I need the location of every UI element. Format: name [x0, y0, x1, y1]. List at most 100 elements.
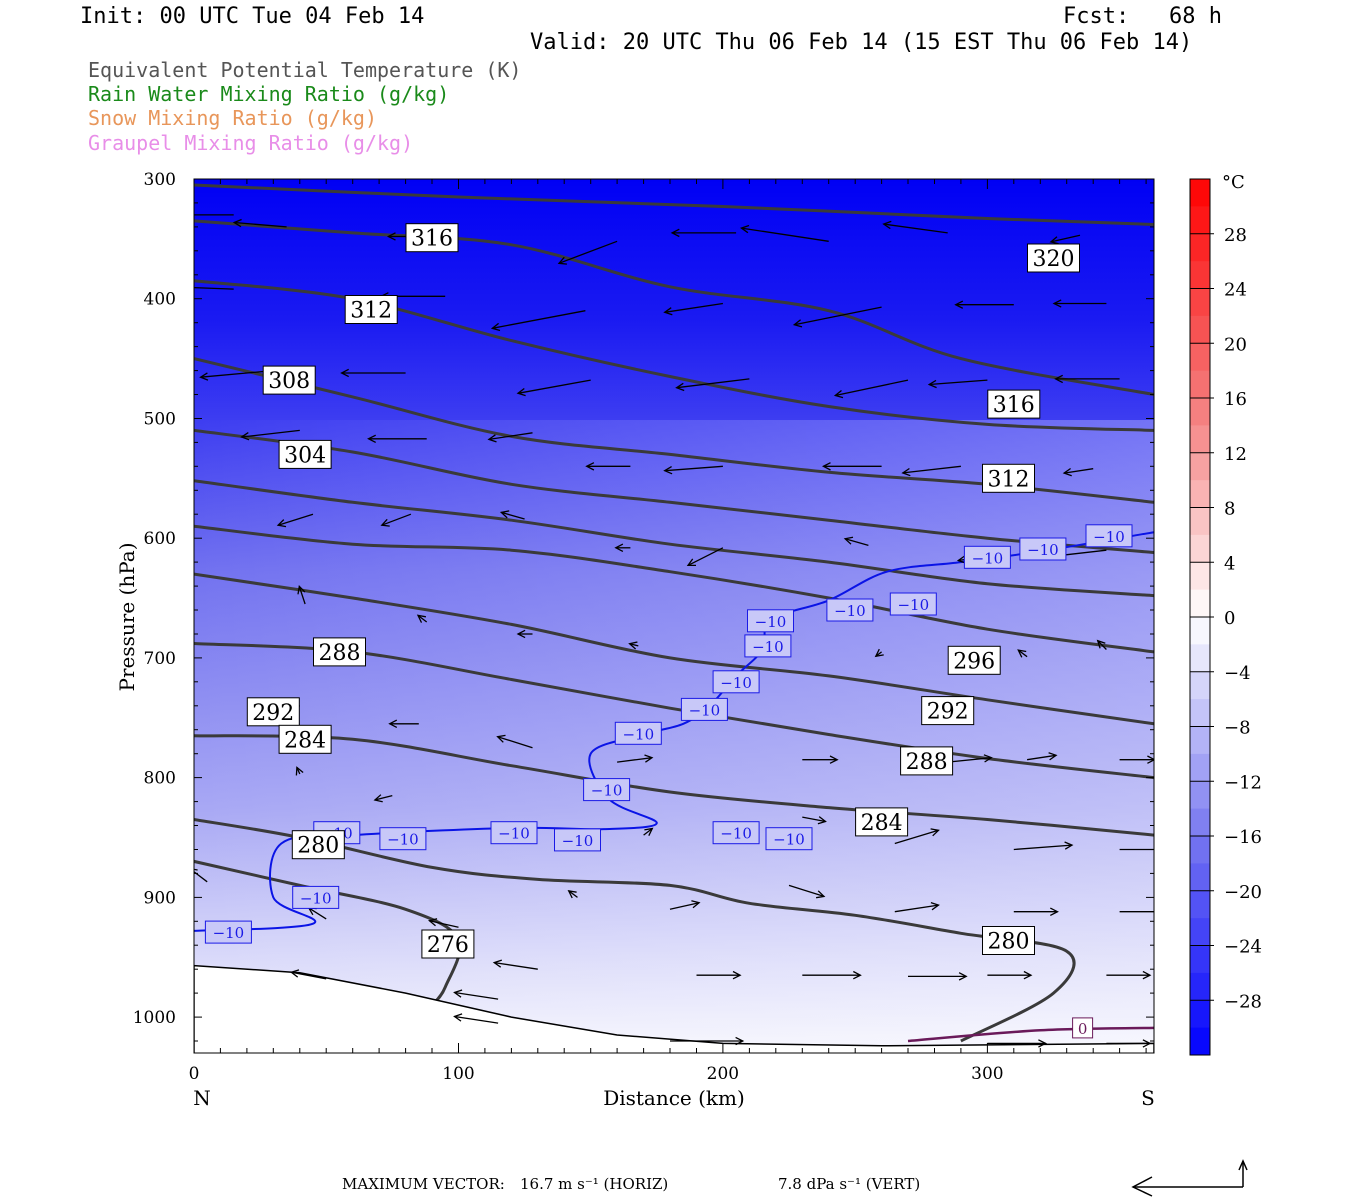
wind-vector [1119, 848, 1154, 851]
wind-vector-shaft [741, 227, 829, 242]
wind-vector-head [1048, 752, 1058, 761]
isotherm-label-box [614, 721, 662, 745]
wind-vector [232, 218, 287, 228]
colorbar-tick-label: 8 [1224, 499, 1235, 520]
wind-vector-shaft [1013, 844, 1073, 851]
wind-vector-head [954, 300, 964, 309]
theta-e-label-box [313, 637, 366, 667]
wind-vector-head [927, 379, 937, 389]
isotherm-label-box [1019, 537, 1067, 561]
wind-vector-shaft [308, 907, 327, 920]
wind-vector [297, 585, 306, 605]
colorbar-band [1190, 918, 1210, 947]
wind-vector-head [644, 754, 654, 763]
wind-vector-head [428, 918, 438, 927]
wind-vector-shaft [194, 286, 234, 290]
wind-vector-head [843, 536, 854, 545]
colorbar-tick-label: −20 [1224, 882, 1262, 903]
wind-vector-head [817, 816, 827, 825]
colorbar-band [1190, 945, 1210, 974]
colorbar-band [1190, 343, 1210, 372]
y-tick-label: 400 [144, 290, 176, 310]
wind-vector-head [453, 989, 463, 998]
isotherm-label: −10 [720, 825, 752, 843]
wind-vector-shaft [947, 757, 992, 763]
theta-e-label: 292 [927, 700, 969, 725]
wind-vector-shaft [497, 736, 533, 749]
wind-vector-head [380, 518, 390, 527]
theta-e-label-box [278, 439, 332, 469]
isotherm-label: −10 [562, 832, 594, 850]
wind-vector [380, 513, 412, 527]
wind-vector [499, 510, 525, 520]
wind-vector-head [829, 755, 839, 764]
wind-vector-head [663, 307, 673, 316]
wind-vector-head [691, 900, 701, 909]
wind-vector-head [388, 719, 398, 728]
colorbar-band [1190, 452, 1210, 481]
wind-vector-head [739, 224, 750, 234]
wind-vector-shaft [883, 223, 948, 234]
wind-vector [516, 629, 533, 639]
isotherm-label: −10 [387, 831, 419, 849]
isotherm-label: −10 [300, 889, 332, 907]
theta-e-label: 288 [906, 750, 948, 775]
theta-e-label: 292 [252, 701, 294, 726]
wind-vector-shaft [501, 511, 525, 520]
wind-vector-shaft [687, 547, 724, 566]
colorbar-tick-label: −8 [1224, 718, 1251, 739]
wind-vector-shaft [802, 816, 826, 823]
wind-vector [276, 513, 314, 528]
isotherm-label: −10 [897, 596, 929, 614]
colorbar-band [1190, 726, 1210, 755]
isotherm-label-box [712, 670, 760, 694]
temperature-shading-east [194, 420, 1154, 1053]
wind-vector [194, 868, 208, 883]
isotherm-label: −10 [773, 831, 805, 849]
wind-vector [388, 719, 419, 728]
wind-vector-shaft [929, 379, 988, 386]
wind-vector-head [487, 434, 497, 443]
wind-vector [987, 1039, 1048, 1048]
wind-vector [894, 828, 940, 845]
isotherm-label-box [712, 821, 760, 845]
wind-vector [428, 918, 459, 928]
theta-e-label: 316 [993, 393, 1035, 418]
wind-vector-shaft [568, 890, 578, 898]
wind-vector [643, 827, 654, 836]
theta-e-label: 316 [411, 227, 453, 252]
theta-e-contour-276 [194, 859, 462, 1007]
isotherm-label: −10 [591, 782, 623, 800]
isotherm-label-box [680, 697, 728, 721]
colorbar-band [1190, 534, 1210, 563]
theta-e-label-box [246, 697, 300, 727]
wind-vector-head [232, 218, 242, 228]
colorbar-band [1190, 370, 1210, 399]
wind-vector [1062, 467, 1094, 477]
colorbar-band [1190, 261, 1210, 290]
wind-vector-head [416, 614, 427, 623]
isotherm-label-box [379, 827, 427, 851]
wind-vector [1013, 907, 1059, 916]
wind-vector [1013, 841, 1074, 851]
isotherm-label: −10 [972, 549, 1004, 567]
wind-vector-head [453, 1013, 463, 1022]
wind-vector-head [490, 322, 501, 332]
isotherm-label: −10 [213, 924, 245, 942]
wind-vector-head [663, 466, 673, 475]
wind-vector [663, 465, 723, 475]
wind-vector-shaft [234, 221, 287, 228]
wind-vector-head [983, 754, 993, 763]
isotherm-label: −10 [1027, 541, 1059, 559]
wind-vector-shaft [643, 827, 653, 836]
wind-vector-head [499, 510, 510, 519]
x-axis-north-label: N [193, 1086, 211, 1110]
wind-vector [617, 754, 654, 763]
isotherm-label-box [826, 598, 874, 622]
colorbar-band [1190, 808, 1210, 837]
wind-vector-head [1062, 467, 1072, 477]
wind-vector-head [146, 211, 153, 218]
wind-vector [802, 755, 839, 764]
wind-vector-shaft [494, 961, 538, 970]
wind-vector-head [628, 641, 638, 650]
